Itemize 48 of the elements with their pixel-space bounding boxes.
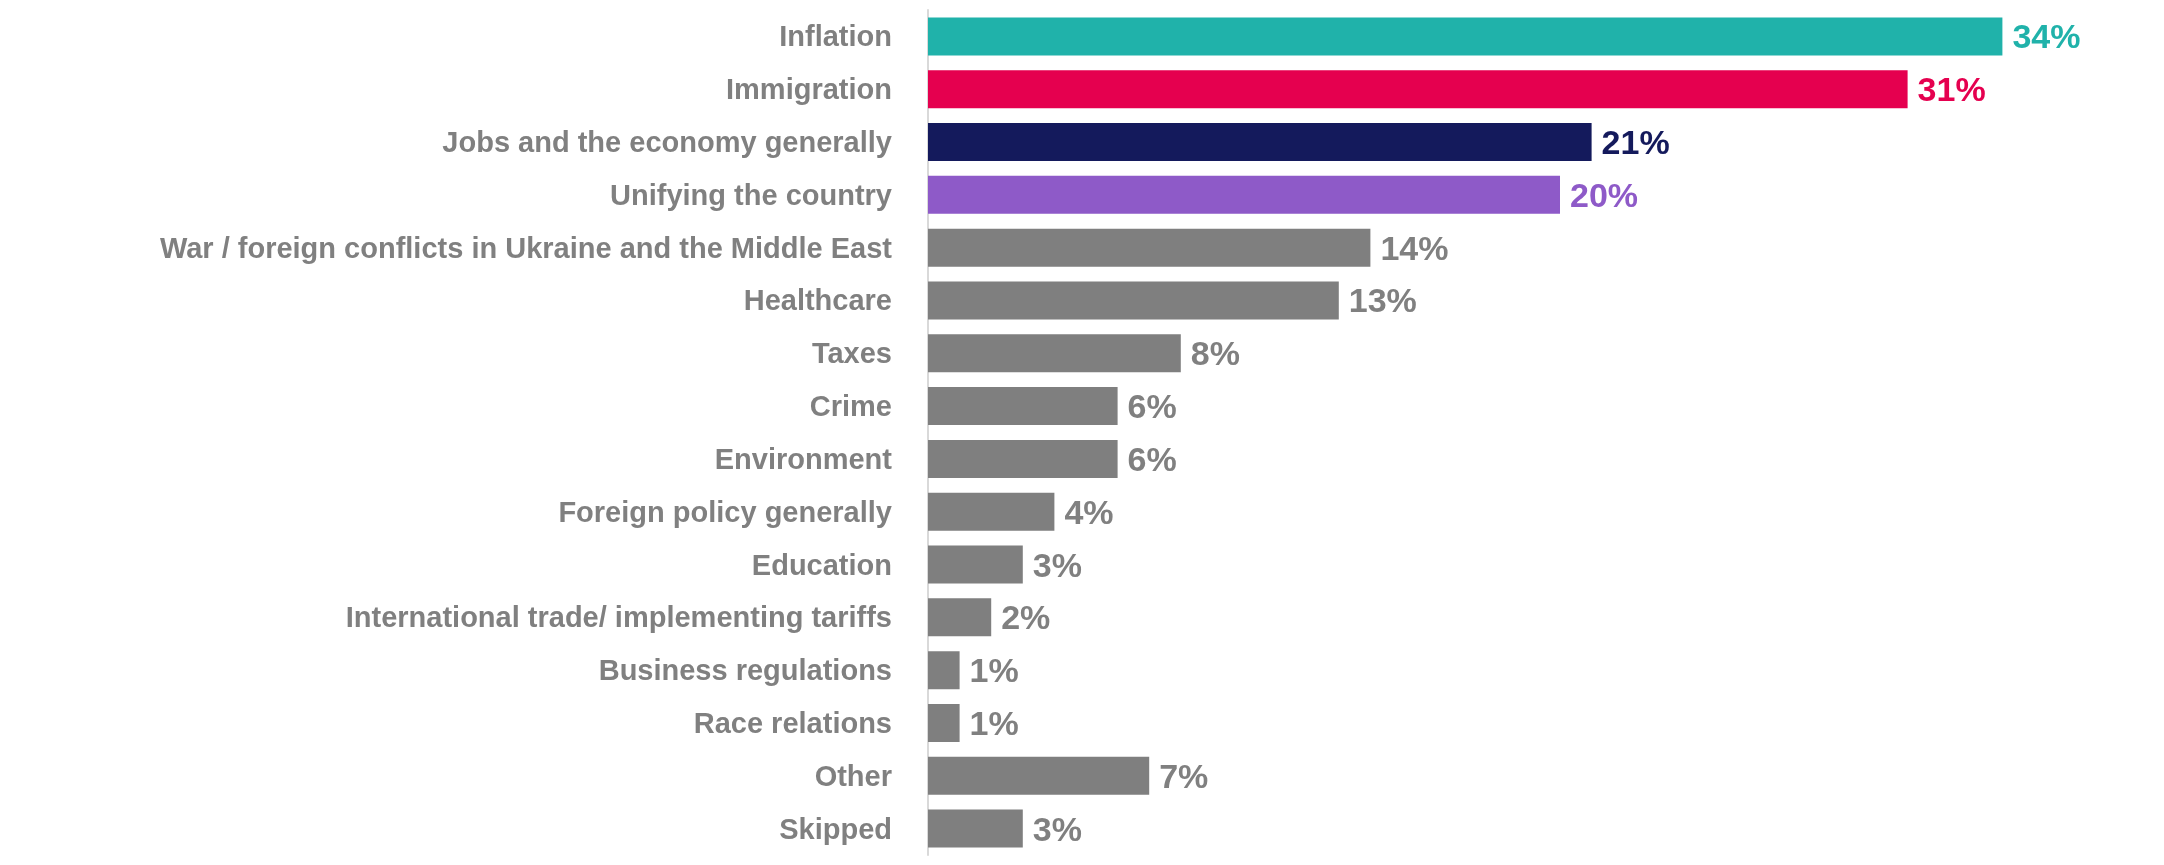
data-label: 14% (1380, 228, 1449, 267)
bar (928, 70, 1908, 109)
y-tick-label: Taxes (811, 337, 892, 370)
y-tick-label: Race relations (693, 706, 892, 739)
bar (928, 756, 1150, 795)
data-label: 31% (1917, 70, 1986, 109)
bar (928, 492, 1055, 531)
data-label: 3% (1032, 545, 1082, 584)
y-tick-label: Education (751, 548, 892, 581)
data-label: 4% (1064, 492, 1114, 531)
bar (928, 17, 2003, 56)
data-label: 8% (1190, 334, 1240, 373)
y-tick-label: Jobs and the economy generally (442, 126, 892, 159)
bar (928, 228, 1371, 267)
bar (928, 123, 1592, 162)
bar (928, 703, 960, 742)
bar (928, 439, 1118, 478)
data-label: 2% (1001, 598, 1051, 637)
data-label: 1% (969, 703, 1019, 742)
bar (928, 281, 1339, 320)
y-tick-label: Environment (714, 442, 893, 475)
bar (928, 809, 1023, 848)
data-label: 7% (1159, 756, 1209, 795)
y-tick-label: Inflation (779, 20, 892, 53)
y-tick-label: Skipped (779, 812, 892, 845)
data-label: 1% (969, 651, 1019, 690)
y-tick-label: Other (814, 759, 892, 792)
data-label: 34% (2012, 17, 2081, 56)
bar (928, 545, 1023, 584)
bar (928, 334, 1181, 373)
y-tick-label: War / foreign conflicts in Ukraine and the Middle East (159, 231, 893, 264)
data-label: 6% (1127, 439, 1177, 478)
y-tick-label: Foreign policy generally (558, 495, 892, 528)
bar (928, 175, 1560, 214)
y-tick-label: Healthcare (743, 284, 892, 317)
bar (928, 387, 1118, 426)
data-label: 20% (1570, 175, 1639, 214)
y-tick-label: Business regulations (598, 654, 892, 687)
bar (928, 598, 992, 637)
y-tick-label: Immigration (726, 73, 892, 106)
y-tick-label: Crime (809, 390, 892, 423)
y-tick-label: International trade/ implementing tariffs (345, 601, 892, 634)
data-label: 21% (1601, 123, 1670, 162)
y-tick-label: Unifying the country (610, 178, 892, 211)
data-label: 3% (1032, 809, 1082, 848)
data-label: 13% (1348, 281, 1417, 320)
bar (928, 651, 960, 690)
data-label: 6% (1127, 387, 1177, 426)
